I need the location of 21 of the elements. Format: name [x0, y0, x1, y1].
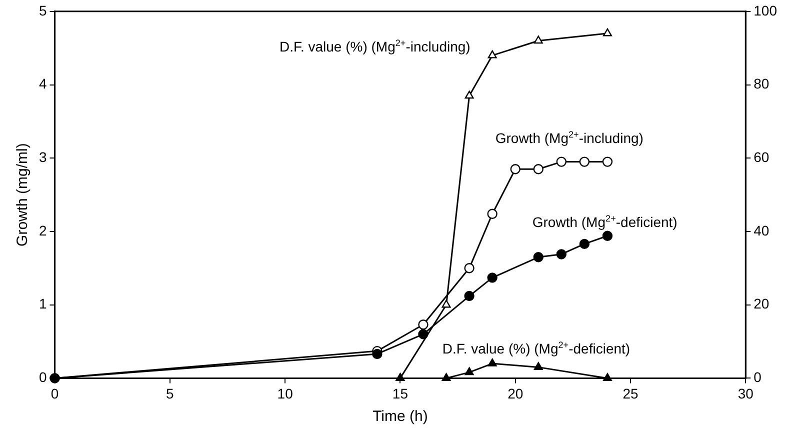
y-tick-label: 3: [38, 148, 47, 165]
y-tick-label: 1: [38, 296, 47, 312]
y2-tick-label: 60: [754, 148, 770, 165]
y-tick-label: 0: [38, 369, 47, 386]
x-tick-label: 10: [277, 385, 294, 402]
x-tick-label: 30: [738, 385, 754, 402]
x-tick-label: 25: [622, 385, 638, 402]
y-tick-label: 4: [38, 76, 47, 92]
x-tick-label: 5: [166, 385, 174, 402]
y2-tick-label: 40: [754, 222, 770, 238]
x-axis-title: Time (h): [372, 408, 428, 426]
y2-tick-label: 100: [754, 2, 778, 18]
y2-tick-label: 80: [754, 76, 770, 92]
y2-tick-label: 0: [754, 369, 762, 386]
x-tick-label: 0: [50, 385, 59, 402]
y-tick-label: 5: [38, 2, 47, 18]
x-tick-label: 20: [508, 385, 524, 402]
y-axis-title: Growth (mg/ml): [14, 143, 32, 246]
y2-tick-label: 20: [754, 296, 770, 312]
x-tick-label: 15: [392, 385, 408, 402]
y-tick-label: 2: [38, 222, 47, 238]
